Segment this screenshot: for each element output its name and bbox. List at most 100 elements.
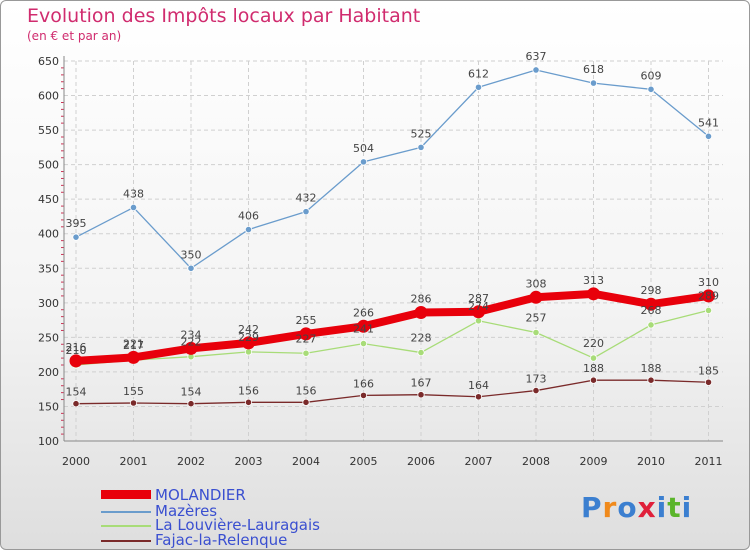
- data-label: 229: [238, 331, 259, 344]
- y-tick-label: 350: [38, 262, 59, 275]
- data-label: 234: [181, 328, 202, 341]
- data-point: [647, 85, 655, 93]
- x-tick-label: 2000: [62, 455, 90, 468]
- data-label: 350: [181, 248, 202, 261]
- data-label: 255: [296, 314, 317, 327]
- x-tick-label: 2005: [350, 455, 378, 468]
- data-point: [414, 305, 428, 319]
- x-tick-label: 2010: [637, 455, 665, 468]
- data-label: 618: [583, 63, 604, 76]
- grid-lines: [64, 60, 723, 442]
- data-point: [72, 400, 80, 408]
- data-point: [127, 350, 140, 364]
- data-label: 155: [123, 385, 144, 398]
- y-tick-label: 650: [38, 55, 59, 68]
- data-label: 216: [66, 341, 87, 354]
- proxiti-logo: Proxiti: [581, 491, 692, 524]
- data-point: [474, 317, 483, 325]
- data-label: 188: [583, 362, 604, 375]
- data-label: 210: [66, 344, 87, 357]
- data-point: [359, 391, 368, 399]
- data-point: [472, 305, 485, 319]
- legend-swatch: [101, 490, 151, 499]
- data-label: 257: [526, 312, 547, 325]
- data-label: 221: [123, 337, 144, 350]
- data-label: 188: [641, 362, 662, 375]
- logo-letter: P: [581, 491, 603, 524]
- data-point: [417, 391, 425, 399]
- data-point: [704, 132, 713, 140]
- data-point: [417, 143, 425, 151]
- data-label: 541: [698, 116, 719, 129]
- data-label: 156: [238, 384, 259, 397]
- data-label: 310: [698, 276, 719, 289]
- data-label: 268: [641, 304, 662, 317]
- data-label: 287: [468, 292, 489, 305]
- chart-title: Evolution des Impôts locaux par Habitant: [27, 5, 421, 27]
- legend-label: La Louvière-Lauragais: [155, 516, 320, 534]
- data-point: [589, 376, 598, 384]
- legend-swatch: [101, 540, 151, 542]
- data-point: [72, 233, 80, 241]
- logo-letter: t: [667, 491, 682, 524]
- x-tick-label: 2001: [120, 455, 148, 468]
- y-tick-label: 550: [38, 124, 59, 137]
- data-label: 308: [526, 277, 547, 290]
- y-tick-label: 100: [38, 435, 59, 448]
- data-point: [587, 287, 600, 301]
- data-point: [299, 327, 313, 341]
- logo-letter: i: [656, 491, 668, 524]
- data-label: 217: [123, 339, 144, 352]
- y-tick-label: 450: [38, 193, 59, 206]
- chart-subtitle: (en € et par an): [27, 29, 122, 43]
- data-point: [417, 348, 425, 357]
- data-point: [302, 398, 310, 406]
- data-label: 289: [698, 289, 719, 302]
- data-label: 298: [641, 284, 662, 297]
- data-point: [474, 393, 483, 401]
- data-point: [474, 83, 483, 91]
- series-line-3: [75, 379, 710, 405]
- data-label: 612: [468, 67, 489, 80]
- legend-label: Fajac-la-Relenque: [155, 531, 288, 549]
- data-label: 313: [583, 274, 604, 287]
- y-tick-label: 150: [38, 400, 59, 413]
- series-line-2: [75, 309, 710, 366]
- data-point: [69, 354, 83, 368]
- data-point: [184, 341, 198, 355]
- data-point: [359, 339, 368, 348]
- data-point: [647, 321, 655, 329]
- data-label: 242: [238, 323, 259, 336]
- data-point: [302, 349, 310, 357]
- y-tick-label: 250: [38, 331, 59, 344]
- logo-letter: o: [617, 491, 638, 524]
- data-point: [532, 66, 540, 74]
- data-label: 266: [353, 306, 374, 319]
- data-point: [187, 264, 195, 272]
- data-label: 222: [181, 336, 202, 349]
- data-label: 286: [411, 292, 432, 305]
- data-point: [242, 336, 255, 350]
- x-tick-label: 2008: [522, 455, 550, 468]
- data-point: [589, 79, 598, 87]
- data-label: 241: [353, 323, 374, 336]
- data-point: [129, 399, 138, 407]
- data-point: [532, 328, 540, 337]
- data-label: 228: [411, 332, 432, 345]
- x-tick-label: 2011: [695, 455, 723, 468]
- data-point: [704, 306, 713, 315]
- series-lines: [69, 66, 715, 408]
- data-point: [589, 354, 598, 362]
- y-tick-label: 400: [38, 228, 59, 241]
- x-tick-label: 2007: [465, 455, 493, 468]
- legend-label: MOLANDIER: [155, 486, 246, 504]
- data-point: [302, 208, 310, 216]
- data-point: [187, 400, 195, 408]
- data-point: [532, 386, 540, 395]
- data-label: 154: [181, 386, 202, 399]
- data-label: 227: [296, 332, 317, 345]
- data-label: 438: [123, 187, 144, 200]
- data-label: 185: [698, 364, 719, 377]
